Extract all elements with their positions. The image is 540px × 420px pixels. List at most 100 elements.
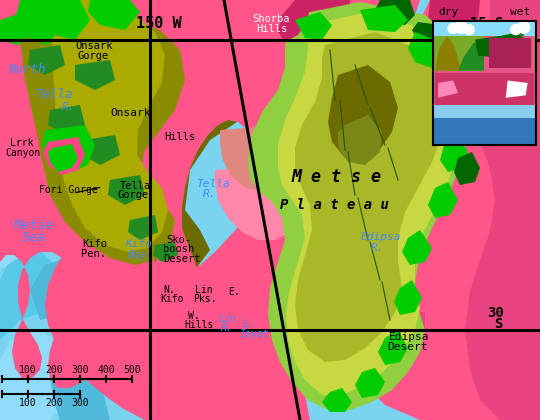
Circle shape bbox=[518, 21, 530, 33]
Text: Kifo: Kifo bbox=[160, 294, 184, 304]
Text: Tella: Tella bbox=[120, 181, 151, 191]
Polygon shape bbox=[484, 36, 534, 71]
Text: Kifo: Kifo bbox=[82, 239, 107, 249]
Polygon shape bbox=[435, 36, 461, 71]
Polygon shape bbox=[50, 365, 110, 420]
Polygon shape bbox=[220, 125, 298, 192]
Polygon shape bbox=[0, 40, 55, 110]
Polygon shape bbox=[328, 65, 398, 162]
Text: 400: 400 bbox=[97, 365, 114, 375]
Polygon shape bbox=[215, 165, 305, 240]
Text: R.: R. bbox=[370, 243, 384, 253]
Bar bbox=[433, 21, 536, 36]
Text: 150 W: 150 W bbox=[136, 16, 181, 31]
Polygon shape bbox=[15, 165, 80, 230]
Bar bbox=[433, 21, 536, 71]
Polygon shape bbox=[20, 0, 70, 50]
Text: M e t s e: M e t s e bbox=[292, 168, 382, 186]
Text: Narai: Narai bbox=[470, 54, 512, 68]
Bar bbox=[433, 118, 536, 145]
Polygon shape bbox=[489, 38, 531, 68]
Bar bbox=[433, 21, 536, 145]
Polygon shape bbox=[402, 230, 432, 265]
Text: dry: dry bbox=[438, 7, 458, 17]
Polygon shape bbox=[412, 22, 442, 45]
Polygon shape bbox=[43, 137, 85, 175]
Polygon shape bbox=[295, 12, 332, 40]
Polygon shape bbox=[398, 312, 425, 338]
Polygon shape bbox=[45, 130, 310, 420]
Text: Hills: Hills bbox=[256, 24, 288, 34]
Polygon shape bbox=[285, 0, 438, 320]
Text: E.: E. bbox=[228, 287, 240, 297]
Polygon shape bbox=[0, 0, 55, 60]
Polygon shape bbox=[435, 73, 534, 105]
Polygon shape bbox=[454, 152, 480, 185]
Text: N.: N. bbox=[163, 285, 175, 295]
Text: Lin: Lin bbox=[218, 314, 236, 324]
Polygon shape bbox=[42, 125, 95, 172]
Text: North: North bbox=[8, 63, 45, 76]
Polygon shape bbox=[0, 250, 60, 340]
Polygon shape bbox=[360, 5, 408, 32]
Text: R.: R. bbox=[203, 189, 217, 199]
Polygon shape bbox=[278, 0, 310, 42]
Polygon shape bbox=[300, 0, 540, 420]
Circle shape bbox=[448, 24, 458, 34]
Text: Inyat: Inyat bbox=[240, 329, 269, 339]
Circle shape bbox=[464, 25, 474, 35]
Polygon shape bbox=[435, 42, 462, 70]
Polygon shape bbox=[305, 0, 350, 35]
Polygon shape bbox=[0, 145, 45, 220]
Polygon shape bbox=[108, 175, 145, 205]
Polygon shape bbox=[295, 32, 445, 362]
Polygon shape bbox=[438, 81, 458, 98]
Text: 100: 100 bbox=[19, 365, 37, 375]
Polygon shape bbox=[322, 388, 352, 412]
Polygon shape bbox=[440, 0, 540, 100]
Polygon shape bbox=[128, 215, 158, 240]
Text: Sea: Sea bbox=[22, 231, 45, 244]
Polygon shape bbox=[15, 0, 62, 45]
Polygon shape bbox=[0, 0, 420, 388]
Text: Fori Gorge: Fori Gorge bbox=[39, 185, 98, 195]
Text: 200: 200 bbox=[45, 398, 63, 408]
Polygon shape bbox=[382, 250, 412, 280]
Text: 300: 300 bbox=[71, 398, 89, 408]
Text: R.: R. bbox=[62, 102, 76, 112]
Polygon shape bbox=[0, 195, 60, 270]
Text: Hills: Hills bbox=[185, 320, 214, 330]
Text: 100: 100 bbox=[19, 398, 37, 408]
Text: P l a t e a u: P l a t e a u bbox=[280, 198, 389, 212]
Text: R.: R. bbox=[221, 323, 233, 333]
Text: 200: 200 bbox=[45, 365, 63, 375]
Polygon shape bbox=[420, 0, 540, 160]
Text: 500: 500 bbox=[123, 365, 140, 375]
Polygon shape bbox=[475, 33, 531, 60]
Text: Lin: Lin bbox=[195, 285, 213, 295]
Polygon shape bbox=[438, 85, 465, 120]
Text: Kifo: Kifo bbox=[125, 239, 152, 249]
Text: Gorge: Gorge bbox=[118, 190, 149, 200]
Circle shape bbox=[511, 25, 521, 35]
Polygon shape bbox=[378, 330, 408, 365]
Polygon shape bbox=[20, 0, 185, 265]
Polygon shape bbox=[38, 0, 90, 40]
Polygon shape bbox=[458, 31, 534, 71]
Text: Canyon: Canyon bbox=[5, 148, 40, 158]
Text: Pen.: Pen. bbox=[81, 249, 106, 259]
Bar bbox=[433, 21, 536, 145]
Text: Gulf: Gulf bbox=[476, 68, 510, 83]
Text: L.: L. bbox=[243, 319, 255, 329]
Text: Onsark: Onsark bbox=[76, 41, 113, 51]
Polygon shape bbox=[75, 60, 115, 90]
Text: Gorge: Gorge bbox=[77, 51, 109, 61]
Text: boosh: boosh bbox=[163, 244, 194, 255]
Text: Sko-: Sko- bbox=[166, 235, 191, 245]
Polygon shape bbox=[0, 95, 35, 160]
Polygon shape bbox=[28, 45, 65, 75]
Polygon shape bbox=[48, 105, 85, 135]
Text: Lrrk: Lrrk bbox=[10, 138, 33, 148]
Polygon shape bbox=[338, 115, 382, 165]
Text: Desert: Desert bbox=[388, 341, 428, 352]
